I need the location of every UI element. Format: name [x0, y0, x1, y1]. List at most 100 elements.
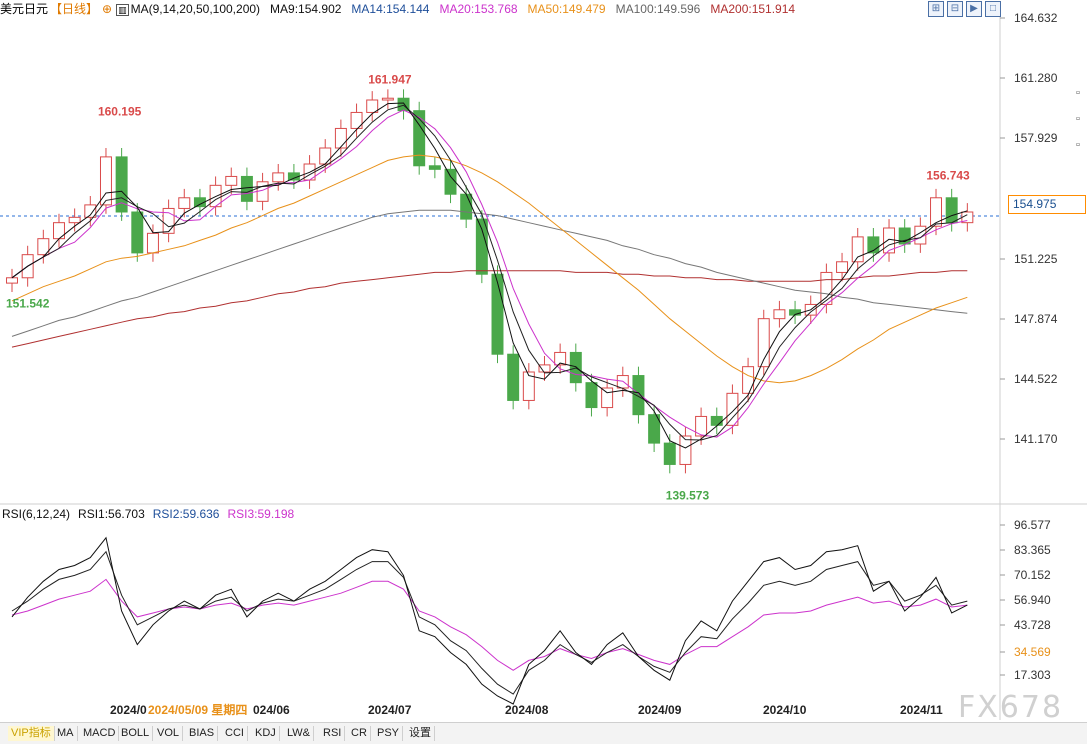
low-label-139: 139.573 — [666, 488, 710, 502]
price-tick-label: 151.225 — [1014, 252, 1058, 266]
side-tool-3[interactable]: ▫ — [1076, 139, 1080, 151]
candle-body — [851, 236, 864, 263]
candle-body — [522, 371, 535, 401]
pair-name: 美元日元 — [0, 2, 49, 16]
toolbar-btn-10[interactable]: CR — [348, 726, 371, 741]
candle-body — [350, 111, 363, 129]
toolbar-btn-11[interactable]: PSY — [374, 726, 404, 741]
candle-body — [820, 271, 833, 305]
candle-body — [37, 238, 50, 256]
candle-body — [757, 318, 770, 368]
grid-icon[interactable]: ⊟ — [947, 1, 963, 17]
rsi2-value: RSI2:59.636 — [152, 507, 220, 521]
ma20-value: MA20:153.768 — [439, 2, 518, 16]
candle-body — [428, 165, 441, 170]
toolbar-btn-0[interactable]: VIP指标 — [8, 726, 55, 741]
candle-body — [695, 415, 708, 437]
rsi1-line — [11, 536, 968, 705]
candle-body — [84, 204, 97, 218]
ma50-value: MA50:149.479 — [527, 2, 606, 16]
rsi3-value: RSI3:59.198 — [227, 507, 295, 521]
candle-body — [648, 414, 661, 444]
settings-icon[interactable]: ⊕ — [102, 2, 113, 16]
candle-body — [663, 442, 676, 465]
ma200-value: MA200:151.914 — [710, 2, 796, 16]
candle-body — [319, 147, 332, 165]
candle-body — [115, 156, 128, 213]
crosshair-icon[interactable]: ⊞ — [928, 1, 944, 17]
x-axis-label: 2024/09 — [638, 703, 682, 717]
candle-body — [945, 197, 958, 224]
toolbar-btn-8[interactable]: LW& — [284, 726, 315, 741]
toolbar-btn-12[interactable]: 设置 — [406, 726, 435, 741]
ma-params: MA(9,14,20,50,100,200) — [130, 2, 261, 16]
candle-body — [742, 366, 755, 394]
toolbar-btn-9[interactable]: RSI — [320, 726, 346, 741]
toolbar-btn-2[interactable]: MACD — [80, 726, 120, 741]
x-axis-label: 2024/10 — [763, 703, 807, 717]
ma9-line — [11, 102, 968, 449]
candle-body — [178, 197, 191, 209]
candle-body — [68, 216, 81, 224]
rsi-tick-label: 96.577 — [1014, 518, 1051, 532]
toolbar-btn-4[interactable]: VOL — [154, 726, 184, 741]
rsi2-line — [11, 550, 968, 695]
candle-body — [632, 375, 645, 416]
candle-body — [726, 392, 739, 426]
candle-body — [193, 197, 206, 208]
period-label[interactable]: 【日线】 — [50, 2, 99, 16]
toolbar-btn-6[interactable]: CCI — [222, 726, 248, 741]
candle-body — [444, 168, 457, 195]
candle-body — [836, 261, 849, 273]
expand-icon[interactable]: ▶ — [966, 1, 982, 17]
candle-body — [930, 197, 942, 227]
candle-body — [601, 387, 614, 409]
price-tick-label: 157.929 — [1014, 131, 1058, 145]
side-tool-2[interactable]: ▫ — [1076, 113, 1080, 125]
candle-body — [538, 364, 551, 373]
x-axis-label: 2024/07 — [368, 703, 412, 717]
x-axis-label: 2024/11 — [900, 703, 943, 717]
candle-body — [99, 156, 112, 206]
x-axis-label: 2024/05/09 星期四 — [148, 702, 247, 717]
rsi-tick-label: 83.365 — [1014, 543, 1051, 557]
toolbar-btn-5[interactable]: BIAS — [186, 726, 219, 741]
candle-body — [679, 435, 692, 465]
toolbar-btn-1[interactable]: MA — [54, 726, 78, 741]
candle-body — [585, 382, 598, 409]
ma9-value: MA9:154.902 — [270, 2, 342, 16]
candle-body — [146, 232, 159, 254]
candle-body — [773, 309, 786, 320]
candle-body — [898, 227, 911, 245]
rsi-params: RSI(6,12,24) — [2, 507, 71, 521]
side-tool-1[interactable]: ▫ — [1076, 87, 1080, 99]
chart-tools: ⊞ ⊟ ▶ □ — [928, 1, 1001, 17]
rsi-tick-label: 70.152 — [1014, 568, 1051, 582]
candle-body — [162, 207, 175, 234]
candle-body — [507, 353, 520, 401]
ma100-line — [11, 209, 968, 337]
x-axis-label: 2024/0 — [110, 703, 147, 717]
rsi-header: RSI(6,12,24) RSI1:56.703 RSI2:59.636 RSI3:5… — [2, 506, 302, 522]
side-tools: ▫ ▫ ▫ — [1076, 80, 1086, 158]
candle-body — [381, 97, 394, 101]
candle-body — [366, 99, 379, 113]
rsi3-line — [11, 578, 968, 671]
candle-body — [460, 193, 473, 220]
ma20-line — [11, 109, 968, 438]
rsi-tick-label: 17.303 — [1014, 668, 1051, 682]
toolbar-btn-7[interactable]: KDJ — [252, 726, 280, 741]
candle-body — [131, 211, 144, 254]
window-icon[interactable]: □ — [985, 1, 1001, 17]
x-axis-label: 024/06 — [253, 703, 290, 717]
toolbar-btn-3[interactable]: BOLL — [118, 726, 154, 741]
indicator-toolbar: VIP指标 MA MACD BOLL VOL BIAS CCI KDJ LW& RSI CR PSY 设… — [0, 722, 1087, 744]
candle-body — [6, 277, 18, 284]
candle-body — [867, 236, 880, 254]
main-header: 美元日元 【日线】 ⊕ ▥ MA(9,14,20,50,100,200) MA9:154.… — [0, 0, 1000, 18]
ma200-line — [11, 270, 968, 348]
candle-body — [225, 175, 238, 186]
high-label-161: 161.947 — [368, 73, 412, 87]
